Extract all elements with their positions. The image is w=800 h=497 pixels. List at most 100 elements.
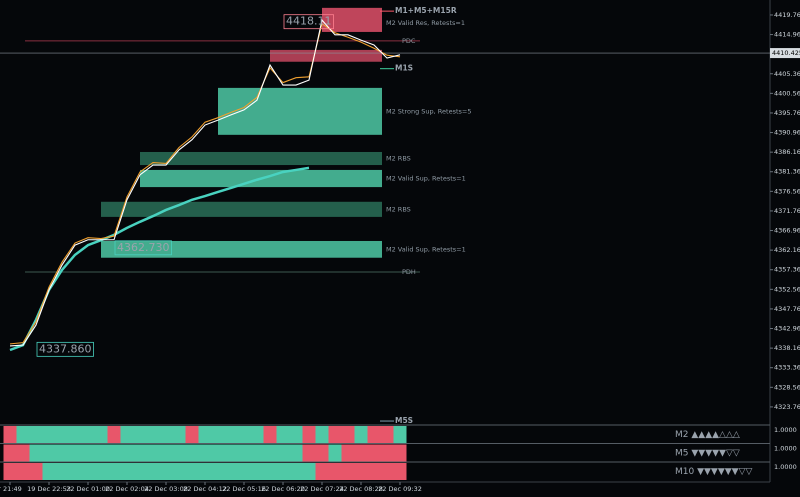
panel-scale: 1.0000 [774,463,797,471]
panel-state [237,463,251,480]
panel-state [250,426,264,443]
panel-state [146,463,160,480]
panel-state [289,444,303,462]
panel-state [341,463,355,480]
price-line [9,166,310,352]
x-tick-label: 19 Dec 22:53 [27,485,71,493]
panel-state [55,463,69,480]
x-tick-label: 22 Dec 08:28 [339,485,383,493]
price-label: 4337.860 [39,342,92,355]
x-tick-label: 22 Dec 05:16 [222,485,266,493]
panel-state [185,426,199,443]
zone-label: M2 RBS [386,205,411,213]
panel-state [341,444,355,462]
panel-state [198,426,212,443]
panel-scale: 1.0000 [774,445,797,453]
panel-state [224,444,238,462]
panel-state [263,463,277,480]
panel-state [107,426,121,443]
panel-state [68,444,82,462]
panel-state [354,463,368,480]
panel-state [172,463,186,480]
y-tick-label: 4395.760 [774,109,800,117]
panel-state [29,463,43,480]
panel-state [302,463,316,480]
price-label-box [114,240,172,256]
price-label: 4418.11 [286,15,332,28]
panel-state [172,444,186,462]
y-tick-label: 4381.360 [774,168,800,176]
x-tick-label: 22 Dec 03:08 [144,485,188,493]
panel-state [3,463,20,480]
panel-state [146,444,160,462]
y-tick-label: 4333.360 [774,364,800,372]
y-tick-label: 4323.760 [774,403,800,411]
panel-state [120,463,134,480]
y-tick-label: 4414.960 [774,31,800,39]
panel-state [3,444,20,462]
panel-state [198,444,212,462]
panel-state [133,463,147,480]
panel-state [211,426,225,443]
zone-label: M2 Valid Sup, Retests=1 [386,245,466,253]
zone [322,7,382,32]
zone [218,87,382,135]
panel-state [29,426,43,443]
y-tick-label: 4419.760 [774,11,800,19]
last-price-label: 4410.425 [772,49,800,57]
panel-state [159,426,173,443]
panel-state [198,463,212,480]
panel-state [237,426,251,443]
panel-state [263,444,277,462]
x-tick-label: 22 Dec 06:20 [261,485,305,493]
y-tick-label: 4366.960 [774,227,800,235]
panel-label: M2 ▲▲▲▲△△△ [675,430,740,440]
panel-state [3,426,20,443]
panel-state [185,444,199,462]
panel-state [42,444,56,462]
x-tick-label: r 21:49 [0,485,22,493]
panel-state [224,463,238,480]
y-tick-label: 4376.560 [774,187,800,195]
x-tick-label: 22 Dec 02:04 [105,485,149,493]
tag-label: M1+M5+M15R [395,6,457,15]
panel-state [315,463,329,480]
panel-state [393,463,407,480]
panel-state [55,426,69,443]
panel-state [354,444,368,462]
panel-state [107,444,121,462]
panel-state [16,444,30,462]
panel-state [367,426,381,443]
panel-state [159,463,173,480]
panel-state [276,463,290,480]
y-tick-label: 4347.760 [774,305,800,313]
price-label-box [36,341,94,357]
panel-state [367,444,381,462]
zone-label: M2 RBS [386,155,411,163]
panel-state [146,426,160,443]
price-line [9,22,401,345]
panel-state [94,444,108,462]
panel-state [315,444,329,462]
panel-state [55,444,69,462]
panel-state [42,463,56,480]
panel-state [380,444,394,462]
y-tick-label: 4386.160 [774,148,800,156]
panel-state [107,463,121,480]
panel-state [276,426,290,443]
panel-state [211,444,225,462]
tag-label: M5S [395,416,413,425]
y-tick-label: 4405.360 [774,70,800,78]
y-tick-label: 4338.160 [774,344,800,352]
panel-state [354,426,368,443]
panel-state [250,444,264,462]
panel-state [289,463,303,480]
y-tick-label: 4328.560 [774,383,800,391]
level-label: PDC [402,37,416,45]
panel-state [289,426,303,443]
panel-state [250,463,264,480]
panel-state [367,463,381,480]
y-tick-label: 4390.960 [774,129,800,137]
